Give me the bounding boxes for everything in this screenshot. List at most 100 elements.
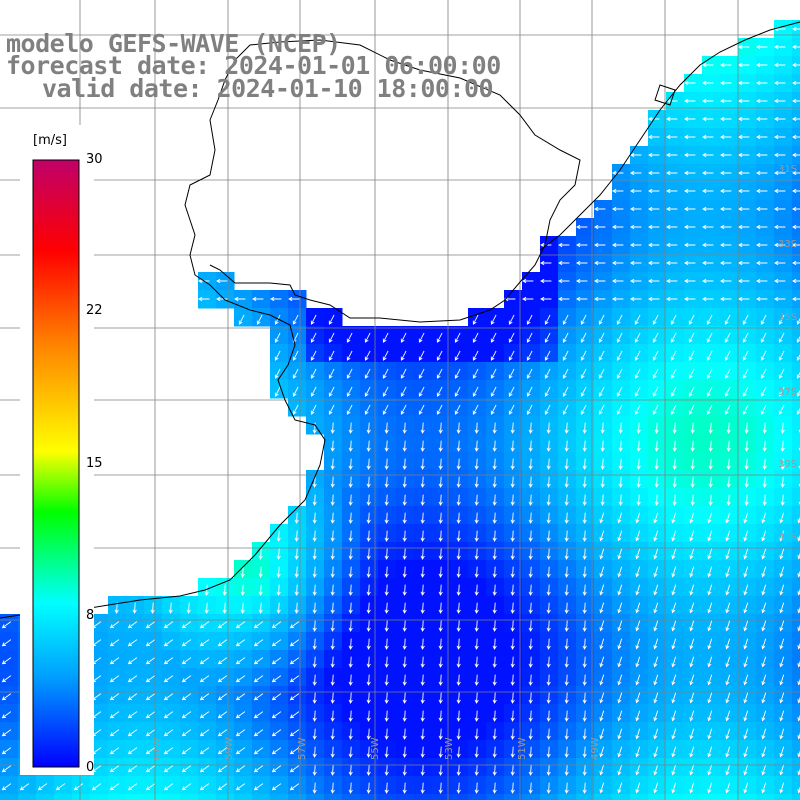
wind-arrow — [666, 278, 678, 284]
wind-arrow — [635, 512, 641, 524]
wind-arrow — [671, 584, 677, 596]
forecast-date: forecast date: 2024-01-01 06:00:00 — [6, 51, 501, 80]
wind-arrow — [508, 386, 515, 397]
wind-arrow — [490, 404, 497, 415]
wind-arrow — [653, 782, 659, 794]
wind-arrow — [127, 783, 138, 791]
wind-arrow — [436, 404, 443, 415]
wind-arrow — [582, 458, 587, 470]
wind-arrow — [761, 782, 767, 794]
wind-arrow — [253, 747, 264, 755]
wind-arrow — [402, 530, 407, 542]
wind-arrow — [564, 656, 569, 668]
wind-arrow — [181, 711, 192, 719]
wind-arrow — [582, 674, 587, 686]
wind-arrow — [312, 422, 317, 434]
wind-arrow — [617, 710, 623, 722]
wind-arrow — [163, 729, 174, 737]
wind-arrow — [634, 386, 641, 397]
wind-arrow — [744, 494, 749, 506]
wind-arrow — [510, 746, 515, 758]
wind-arrow — [654, 476, 659, 488]
wind-arrow — [402, 620, 407, 632]
wind-arrow — [402, 692, 407, 704]
wind-arrow — [743, 548, 749, 560]
wind-arrow — [738, 296, 750, 302]
wind-arrow — [564, 782, 569, 794]
wind-arrow — [289, 639, 300, 647]
wind-arrow — [564, 458, 569, 470]
wind-arrow — [420, 746, 425, 758]
wind-arrow — [738, 260, 750, 266]
wind-arrow — [725, 764, 731, 776]
wind-arrow — [474, 746, 479, 758]
wind-arrow — [253, 783, 264, 791]
wind-arrow — [312, 548, 317, 560]
wind-arrow — [240, 566, 245, 578]
wind-arrow — [599, 602, 605, 614]
wind-arrow — [217, 693, 228, 701]
wind-arrow — [474, 548, 479, 560]
wind-arrow — [436, 368, 443, 379]
wind-arrow — [600, 440, 605, 452]
wind-arrow — [582, 422, 587, 434]
wind-arrow — [240, 602, 245, 614]
wind-arrow — [235, 783, 246, 791]
wind-arrow — [55, 783, 66, 791]
wind-cell — [0, 794, 19, 800]
wind-arrow — [330, 440, 335, 452]
wind-arrow — [546, 548, 551, 560]
wind-arrow — [797, 588, 800, 596]
wind-arrow — [510, 602, 515, 614]
wind-arrow — [145, 657, 156, 665]
colorbar-unit-label: [m/s] — [33, 133, 67, 148]
wind-arrow — [792, 206, 800, 212]
wind-arrow — [312, 782, 317, 794]
wind-arrow — [688, 314, 695, 325]
longitude-label: 55W — [370, 737, 381, 760]
wind-arrow — [544, 314, 551, 325]
wind-arrow — [725, 638, 731, 650]
wind-arrow — [402, 674, 407, 686]
wind-arrow — [636, 440, 641, 452]
wind-arrow — [564, 620, 569, 632]
wind-arrow — [648, 134, 660, 140]
wind-cell — [792, 326, 800, 345]
wind-arrow — [792, 26, 800, 32]
wind-arrow — [648, 296, 660, 302]
wind-arrow — [761, 674, 767, 686]
wind-arrow — [510, 656, 515, 668]
wind-arrow — [762, 440, 767, 452]
wind-arrow — [779, 530, 785, 542]
wind-arrow — [761, 566, 767, 578]
wind-arrow — [774, 44, 786, 50]
wind-arrow — [37, 783, 48, 791]
wind-arrow — [528, 584, 533, 596]
wind-arrow — [289, 765, 300, 773]
wind-arrow — [756, 134, 768, 140]
wind-arrow — [289, 621, 300, 629]
wind-arrow — [666, 116, 678, 122]
wind-cell — [792, 452, 800, 471]
wind-arrow — [774, 152, 786, 158]
wind-arrow — [634, 368, 641, 379]
wind-arrow — [630, 224, 642, 230]
wind-arrow — [402, 494, 407, 506]
wind-vector-arrows — [1, 26, 800, 794]
wind-arrow — [725, 746, 731, 758]
wind-arrow — [384, 440, 389, 452]
wind-arrow — [438, 728, 443, 740]
wind-arrow — [276, 548, 281, 560]
wind-arrow — [492, 764, 497, 776]
longitude-label: 59W — [224, 737, 235, 760]
wind-arrow — [109, 639, 120, 647]
wind-arrow — [438, 692, 443, 704]
wind-arrow — [418, 332, 425, 343]
wind-arrow — [598, 314, 605, 325]
wind-cell — [720, 794, 739, 800]
wind-arrow — [702, 116, 714, 122]
wind-arrow — [600, 458, 605, 470]
wind-arrow — [382, 332, 389, 343]
wind-arrow — [328, 386, 335, 397]
wind-arrow — [599, 656, 605, 668]
